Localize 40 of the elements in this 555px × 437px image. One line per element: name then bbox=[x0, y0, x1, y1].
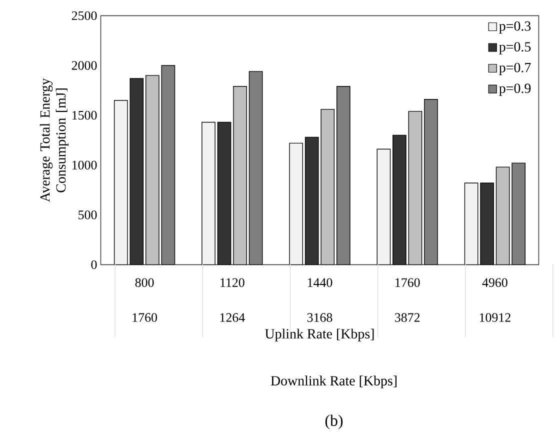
bar bbox=[408, 110, 422, 266]
bar bbox=[217, 122, 232, 266]
legend-label: p=0.7 bbox=[499, 62, 531, 76]
bar bbox=[376, 148, 391, 266]
text: (b) bbox=[325, 414, 343, 430]
bar bbox=[512, 162, 526, 266]
bar bbox=[336, 86, 350, 266]
bar bbox=[289, 142, 304, 266]
y-axis-title: Average Total Energy Consumption [mJ] bbox=[40, 78, 68, 202]
y-tick-label: 0 bbox=[91, 260, 97, 270]
y-tick-label: 1000 bbox=[72, 160, 97, 170]
text: 1264 bbox=[220, 313, 245, 322]
bar bbox=[424, 98, 438, 266]
bar bbox=[202, 122, 216, 266]
y-tick-label: 500 bbox=[78, 210, 97, 220]
text: Downlink Rate [Kbps] bbox=[270, 376, 396, 388]
y-tick-label: 2500 bbox=[72, 11, 97, 20]
x-tick-label: 1120 bbox=[220, 278, 244, 287]
x-tick-label: 800 bbox=[135, 278, 154, 287]
legend-label: p=0.3 bbox=[499, 21, 531, 34]
x-axis-title: Uplink Rate [Kbps] bbox=[265, 328, 374, 342]
bar bbox=[480, 182, 494, 266]
bar bbox=[233, 86, 247, 266]
legend-label: p=0.9 bbox=[499, 84, 531, 96]
x-tick-label: 1440 bbox=[308, 278, 332, 287]
y-tick-label: 2000 bbox=[72, 61, 97, 70]
y-tick-label: 1500 bbox=[72, 110, 97, 120]
text: 3168 bbox=[307, 313, 332, 322]
bar bbox=[392, 134, 406, 266]
bar bbox=[248, 71, 263, 266]
bar bbox=[161, 65, 176, 266]
bar bbox=[496, 166, 510, 266]
text: 10912 bbox=[480, 313, 510, 322]
legend-label: p=0.5 bbox=[499, 42, 531, 54]
bar bbox=[146, 75, 160, 266]
text: 3872 bbox=[395, 313, 420, 322]
text: 1760 bbox=[132, 313, 158, 322]
x-tick-label: 4960 bbox=[482, 278, 508, 287]
x-tick-label: 1760 bbox=[396, 278, 420, 287]
bar bbox=[464, 182, 478, 266]
